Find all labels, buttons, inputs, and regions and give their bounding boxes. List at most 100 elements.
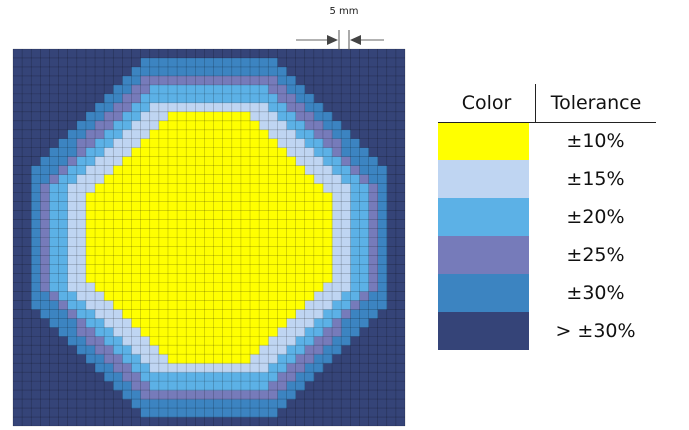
grid-cell [40,255,50,265]
legend-tolerance-10: ±10% [566,130,625,152]
grid-cell [259,129,269,140]
grid-cell [95,291,105,301]
grid-cell [204,354,214,364]
grid-cell [368,273,378,283]
grid-cell [204,381,214,391]
grid-cell [85,156,96,166]
grid-cell [167,120,178,131]
grid-cell [67,282,78,292]
grid-cell [149,219,160,229]
grid-cell [140,336,151,346]
grid-cell [85,345,96,355]
grid-cell [259,345,269,355]
grid-cell [186,165,196,175]
grid-cell [286,219,296,229]
grid-cell [204,327,214,337]
grid-cell [85,300,96,310]
grid-cell [67,291,78,301]
grid-cell [31,219,41,229]
grid-cell [259,147,269,158]
grid-cell [113,291,123,301]
grid-cell [204,399,214,409]
grid-cell [95,138,105,149]
grid-cell [140,345,151,355]
grid-cell [149,372,160,382]
grid-cell [167,102,178,113]
grid-cell [341,219,351,229]
grid-cell [250,201,260,211]
grid-cell [58,273,68,283]
grid-cell [186,390,196,400]
grid-cell [240,273,251,283]
grid-cell [85,228,96,238]
grid-cell [122,318,132,328]
grid-cell [268,57,278,68]
grid-cell [204,390,214,400]
grid-cell [149,174,160,184]
grid-cell [222,183,233,193]
grid-cell [250,156,260,166]
grid-cell [304,300,315,310]
grid-cell [131,219,141,229]
grid-cell [213,210,223,220]
grid-cell [195,201,205,211]
grid-cell [76,192,87,202]
grid-cell [149,336,160,346]
grid-cell [195,219,205,229]
grid-cell [341,129,351,140]
grid-cell [341,309,351,319]
grid-cell [259,336,269,346]
grid-cell [277,399,287,409]
grid-cell [177,345,187,355]
grid-cell [222,318,233,328]
grid-cell [350,138,360,149]
grid-cell [195,336,205,346]
grid-cell [259,381,269,391]
grid-cell [104,120,114,131]
grid-cell [113,93,123,104]
grid-cell [167,264,178,274]
grid-cell [186,201,196,211]
grid-cell [158,354,169,364]
grid-cell [277,327,287,337]
grid-cell [49,210,59,220]
grid-cell [140,165,151,175]
grid-cell [268,156,278,166]
grid-cell [149,183,160,193]
grid-cell [322,111,333,122]
grid-cell [295,120,306,131]
grid-cell [76,210,87,220]
grid-cell [104,246,114,256]
grid-cell [195,264,205,274]
grid-cell [250,408,260,418]
grid-cell [167,282,178,292]
grid-cell [222,174,233,184]
grid-cell [295,219,306,229]
grid-cell [95,165,105,175]
grid-cell [177,336,187,346]
grid-cell [304,165,315,175]
grid-cell [286,345,296,355]
grid-cell [195,273,205,283]
grid-cell [277,300,287,310]
grid-cell [204,300,214,310]
grid-cell [286,129,296,140]
legend-header-tolerance: Tolerance [550,92,642,114]
grid-cell [177,399,187,409]
grid-cell [85,291,96,301]
grid-cell [295,111,306,122]
grid-cell [95,300,105,310]
grid-cell [222,309,233,319]
grid-cell [186,300,196,310]
grid-cell [250,129,260,140]
grid-cell [277,201,287,211]
grid-cell [204,273,214,283]
grid-cell [359,192,369,202]
grid-cell [186,210,196,220]
grid-cell [332,192,342,202]
grid-cell [76,318,87,328]
grid-cell [76,219,87,229]
grid-cell [240,372,251,382]
grid-cell [195,210,205,220]
grid-cell [195,390,205,400]
